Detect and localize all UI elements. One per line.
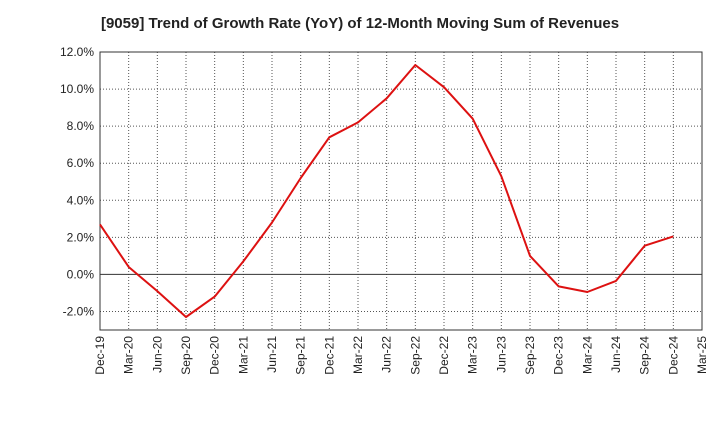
x-tick-label: Mar-20 [122,336,136,374]
x-tick-label: Jun-22 [380,336,394,373]
y-tick-label: 10.0% [60,82,94,96]
x-tick-label: Sep-24 [638,336,652,375]
x-tick-labels: Dec-19 Mar-20 Jun-20 Sep-20 Dec-20 Mar-21 Jun-… [93,336,709,375]
x-tick-label: Dec-20 [208,336,222,375]
x-tick-label: Dec-24 [666,336,680,375]
x-tick-label: Jun-21 [265,336,279,373]
x-tick-label: Mar-23 [466,336,480,374]
chart-title: [9059] Trend of Growth Rate (YoY) of 12-… [100,15,620,32]
x-tick-label: Jun-20 [150,336,164,373]
x-tick-label: Sep-22 [408,336,422,375]
grid-lines [100,52,702,330]
x-tick-label: Mar-25 [695,336,709,374]
series-line [99,64,674,318]
x-tick-label: Mar-24 [580,336,594,374]
y-tick-label: 0.0% [67,267,95,281]
x-tick-label: Dec-22 [437,336,451,375]
x-tick-label: Dec-23 [552,336,566,375]
y-tick-label: 4.0% [67,193,95,207]
x-tick-label: Mar-21 [236,336,250,374]
x-tick-label: Dec-19 [93,336,107,375]
x-tick-label: Mar-22 [351,336,365,374]
x-tick-label: Sep-23 [523,336,537,375]
x-tick-label: Sep-21 [294,336,308,375]
axes [99,51,703,331]
x-tick-label: Sep-20 [179,336,193,375]
y-tick-label: 8.0% [67,119,95,133]
x-tick-label: Jun-24 [609,336,623,373]
plot-frame [99,51,703,331]
x-tick-label: Dec-21 [322,336,336,375]
y-tick-label: 2.0% [67,230,95,244]
y-tick-label: -2.0% [63,304,95,318]
x-tick-label: Jun-23 [494,336,508,373]
y-tick-label: 6.0% [67,156,95,170]
y-tick-label: 12.0% [60,45,94,59]
y-tick-labels: 12.0% 10.0% 8.0% 6.0% 4.0% 2.0% 0.0% -2.0% [60,45,94,318]
series-layer [99,64,674,318]
